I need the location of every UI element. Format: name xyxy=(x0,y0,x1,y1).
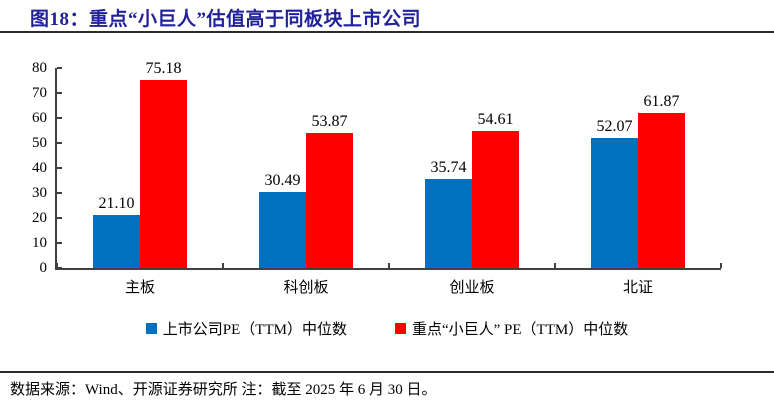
bar-value-label: 52.07 xyxy=(596,117,633,135)
bar-red-北证 xyxy=(638,113,685,268)
bar-value-label: 61.87 xyxy=(643,93,680,111)
y-axis-tick xyxy=(57,242,62,244)
x-axis-line xyxy=(55,268,721,270)
y-axis-tick xyxy=(57,167,62,169)
bar-red-主板 xyxy=(140,80,187,268)
y-axis-tick-label: 50 xyxy=(32,135,47,151)
bar-blue-主板 xyxy=(93,215,140,268)
y-axis-tick-label: 60 xyxy=(32,110,47,126)
y-axis-tick-label: 30 xyxy=(32,185,47,201)
y-axis-tick xyxy=(57,192,62,194)
bar-value-label: 53.87 xyxy=(311,113,348,131)
y-axis-tick-label: 40 xyxy=(32,160,47,176)
source-note: 数据来源：Wind、开源证券研究所 注：截至 2025 年 6 月 30 日。 xyxy=(10,382,437,398)
y-axis-tick-label: 10 xyxy=(32,235,47,251)
blue-swatch-icon xyxy=(145,323,157,334)
bar-red-科创板 xyxy=(306,133,353,268)
red-swatch-icon xyxy=(394,323,406,334)
y-axis-tick xyxy=(57,117,62,119)
legend-label-listed-pe: 上市公司PE（TTM）中位数 xyxy=(162,322,347,338)
y-axis-tick xyxy=(57,142,62,144)
bar-value-label: 75.18 xyxy=(145,60,182,78)
legend-item-listed-pe: 上市公司PE（TTM）中位数 xyxy=(145,318,347,339)
x-axis-category-label: 科创板 xyxy=(283,280,329,296)
bar-value-label: 35.74 xyxy=(430,158,467,176)
x-axis-category-label: 创业板 xyxy=(449,280,495,296)
x-axis-category-label: 北证 xyxy=(622,280,653,296)
legend-label-giant-pe: 重点“小巨人” PE（TTM）中位数 xyxy=(411,322,629,338)
y-axis-line xyxy=(55,68,57,270)
y-axis-tick xyxy=(57,217,62,219)
y-axis-tick xyxy=(57,67,62,69)
chart-legend: 上市公司PE（TTM）中位数 重点“小巨人” PE（TTM）中位数 xyxy=(0,318,774,339)
x-axis-category-label: 主板 xyxy=(124,280,155,296)
bar-blue-科创板 xyxy=(259,191,306,268)
x-axis-tick xyxy=(222,263,224,268)
bar-blue-北证 xyxy=(591,137,638,268)
x-axis-tick xyxy=(720,263,722,268)
bar-red-创业板 xyxy=(472,131,519,268)
y-axis-tick-label: 0 xyxy=(39,260,48,276)
bar-blue-创业板 xyxy=(425,178,472,268)
bar-value-label: 21.10 xyxy=(98,195,135,213)
y-axis-tick-label: 20 xyxy=(32,210,47,226)
chart-title: 图18：重点“小巨人”估值高于同板块上市公司 xyxy=(30,9,422,30)
bar-value-label: 30.49 xyxy=(264,171,301,189)
y-axis-tick xyxy=(57,267,62,269)
footer-divider xyxy=(0,371,774,373)
legend-item-giant-pe: 重点“小巨人” PE（TTM）中位数 xyxy=(394,318,629,339)
bar-value-label: 54.61 xyxy=(477,111,514,129)
x-axis-tick xyxy=(388,263,390,268)
x-axis-tick xyxy=(56,263,58,268)
title-divider xyxy=(0,31,774,33)
y-axis-tick xyxy=(57,92,62,94)
y-axis-tick-label: 70 xyxy=(32,85,47,101)
y-axis-tick-label: 80 xyxy=(32,60,47,76)
x-axis-tick xyxy=(554,263,556,268)
